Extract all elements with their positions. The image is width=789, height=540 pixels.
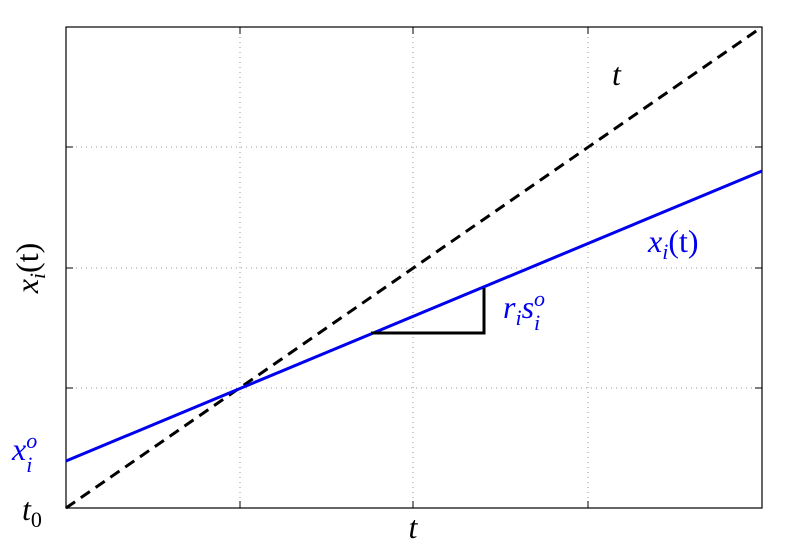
label-part: r [503, 289, 516, 325]
label-part: t [22, 491, 32, 527]
label-part: o [534, 286, 545, 311]
label-part: x [11, 431, 26, 467]
label-part: s [522, 289, 534, 325]
y-axis-label: xi(t) [9, 243, 50, 295]
label-part: x [9, 279, 45, 294]
label-part: i [25, 273, 50, 279]
x-axis-label: t [409, 509, 419, 540]
label-part: i [26, 452, 32, 477]
label-part: i [534, 310, 540, 335]
blue-line-label: xi(t) [647, 223, 699, 264]
grid [66, 27, 762, 508]
plot-frame [65, 26, 763, 509]
label-part: i [515, 305, 521, 330]
tick-marks [66, 27, 762, 508]
ticks [66, 27, 762, 508]
label-part: 0 [31, 507, 42, 532]
label-part: (t) [668, 223, 698, 259]
slope-label: riso i [503, 286, 545, 335]
dashed-line [65, 25, 763, 510]
blue-line [65, 169, 763, 463]
label-part: x [647, 223, 662, 259]
label-part: i [662, 239, 668, 264]
intercept-label: xo i [11, 428, 37, 477]
origin-label: t0 [22, 491, 42, 532]
label-part: (t) [9, 243, 45, 273]
slope-triangle [371, 288, 486, 335]
line-label: t [612, 56, 622, 92]
label-part: o [26, 428, 37, 453]
